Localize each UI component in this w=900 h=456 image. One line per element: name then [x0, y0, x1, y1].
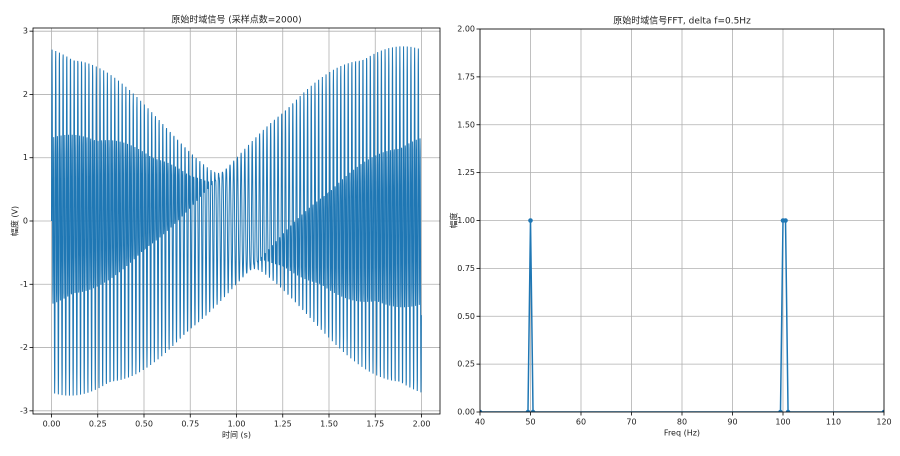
- y-axis-label: 幅度 (V): [10, 206, 20, 236]
- y-tick-label: -2: [20, 343, 28, 352]
- chart-title: 原始时域信号FFT, delta f=0.5Hz: [613, 15, 751, 27]
- fft-point: [881, 409, 884, 412]
- chart-title: 原始时域信号 (采样点数=2000): [171, 14, 301, 26]
- fft-point: [785, 409, 791, 412]
- y-tick-label: 1.00: [457, 216, 475, 225]
- y-tick-label: -3: [20, 406, 28, 415]
- x-axis-label: 时间 (s): [222, 430, 251, 440]
- y-tick-label: 2: [23, 90, 28, 99]
- x-tick-label: 0.75: [181, 420, 199, 429]
- x-tick-label: 110: [826, 418, 841, 427]
- fft-point: [530, 409, 536, 412]
- fft-point: [778, 409, 783, 412]
- x-tick-label: 2.00: [413, 420, 431, 429]
- y-tick-label: 0.00: [457, 408, 475, 417]
- x-tick-label: 40: [475, 418, 485, 427]
- x-tick-label: 60: [576, 418, 586, 427]
- y-tick-label: 0.50: [457, 312, 475, 321]
- y-tick-label: 0.25: [457, 360, 475, 369]
- x-tick-label: 0.00: [43, 420, 61, 429]
- fft-line: [480, 219, 884, 412]
- x-tick-label: 120: [876, 418, 891, 427]
- fft-point: [528, 218, 533, 223]
- x-tick-label: 1.00: [228, 420, 246, 429]
- x-tick-label: 100: [775, 418, 790, 427]
- y-tick-label: 2.00: [457, 25, 475, 34]
- y-tick-label: 0.75: [457, 264, 475, 273]
- y-tick-label: 0: [23, 217, 28, 226]
- x-tick-label: 70: [626, 418, 636, 427]
- x-axis-label: Freq (Hz): [664, 429, 700, 438]
- axes-frame: [32, 27, 441, 415]
- x-tick-label: 50: [525, 418, 535, 427]
- x-tick-label: 0.25: [89, 420, 107, 429]
- y-tick-label: -1: [20, 280, 28, 289]
- axes-frame: [479, 28, 885, 413]
- x-tick-label: 80: [677, 418, 687, 427]
- fft-point: [480, 409, 483, 412]
- fft-point: [525, 409, 531, 412]
- y-tick-label: 1.75: [457, 72, 475, 81]
- y-tick-label: 1: [23, 153, 28, 162]
- fft-point: [783, 218, 788, 223]
- x-tick-label: 1.25: [274, 420, 292, 429]
- x-tick-label: 1.75: [366, 420, 384, 429]
- x-tick-label: 90: [727, 418, 737, 427]
- x-tick-label: 1.50: [320, 420, 338, 429]
- y-tick-label: 1.50: [457, 120, 475, 129]
- y-tick-label: 3: [23, 27, 28, 36]
- x-tick-label: 0.50: [135, 420, 153, 429]
- y-axis-label: 幅度: [449, 213, 459, 229]
- y-tick-label: 1.25: [457, 168, 475, 177]
- signal-line: [51, 46, 422, 396]
